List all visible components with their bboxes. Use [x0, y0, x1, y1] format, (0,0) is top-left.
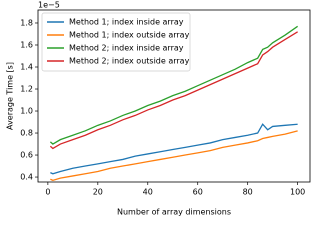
x-tick-label: 60	[193, 188, 203, 197]
y-tick-label: 1.6	[20, 40, 33, 49]
line	[50, 123, 298, 175]
y-tick-label: 0.8	[20, 129, 33, 138]
y-tick-label: 0.6	[20, 151, 33, 160]
x-axis-label: Number of array dimensions	[117, 208, 231, 217]
y-tick-label: 1.2	[20, 85, 33, 94]
legend-label: Method 1; index outside array	[69, 31, 190, 40]
y-tick-label: 1.8	[20, 18, 33, 27]
y-tick-label: 1.4	[20, 63, 33, 72]
legend-label: Method 2; index inside array	[69, 44, 184, 53]
x-tick-label: 20	[93, 188, 103, 197]
plot-frame	[37, 9, 311, 183]
y-axis-label: Average Time [s]	[6, 62, 15, 130]
legend-label: Method 1; index inside array	[69, 18, 184, 27]
y-tick-label: 1.0	[20, 107, 33, 116]
chart: 1e−5 Number of array dimensions Average …	[6, 1, 311, 217]
x-tick-label: 40	[143, 188, 153, 197]
x-tick-label: 0	[45, 188, 50, 197]
offset-text: 1e−5	[38, 1, 60, 10]
y-tick-label: 0.4	[20, 173, 33, 182]
x-tick-label: 100	[290, 188, 305, 197]
line	[49, 25, 299, 145]
x-tick-label: 80	[243, 188, 253, 197]
legend-box	[41, 12, 191, 72]
line	[49, 31, 298, 150]
legend-label: Method 2; index outside array	[69, 57, 190, 66]
line	[50, 130, 298, 182]
